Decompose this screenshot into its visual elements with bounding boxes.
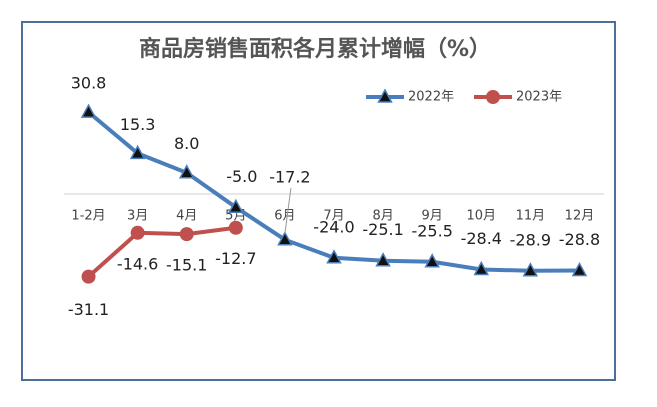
data-label: -25.5 (411, 221, 452, 240)
leader-line (284, 187, 292, 234)
legend-marker (377, 88, 393, 103)
point-marker (228, 220, 243, 235)
data-label: -15.1 (166, 256, 207, 275)
point-marker (178, 164, 195, 179)
point-marker (81, 269, 96, 284)
data-label: -5.0 (226, 167, 257, 186)
chart-title: 商品房销售面积各月累计增幅（%） (139, 36, 491, 62)
x-tick-label: 11月 (516, 209, 546, 224)
data-label: -31.1 (68, 300, 109, 319)
point-marker (326, 249, 342, 264)
point-marker (277, 231, 293, 246)
point-marker (129, 144, 146, 160)
data-label: -17.2 (269, 168, 310, 187)
point-marker (375, 252, 391, 267)
data-label: -14.6 (117, 254, 158, 273)
x-tick-label: 12月 (565, 209, 595, 224)
data-label: 8.0 (174, 134, 199, 153)
x-tick-label: 3月 (127, 209, 148, 224)
data-label: 30.8 (71, 74, 107, 93)
data-label: -24.0 (313, 217, 354, 236)
legend-marker (486, 90, 500, 104)
data-label: 15.3 (120, 115, 156, 134)
point-marker (80, 103, 97, 118)
data-label: -28.8 (559, 230, 600, 249)
x-tick-label: 1-2月 (71, 209, 105, 224)
x-tick-label: 10月 (466, 209, 496, 224)
point-marker (130, 225, 145, 240)
point-marker (571, 261, 588, 277)
data-label: -25.1 (362, 220, 403, 239)
data-label: -12.7 (215, 249, 256, 268)
point-marker (228, 198, 244, 214)
x-tick-label: 8月 (372, 209, 393, 224)
chart-frame (21, 21, 616, 381)
legend-label: 2023年 (516, 90, 562, 105)
x-tick-label: 9月 (422, 209, 443, 224)
data-label: -28.9 (510, 230, 551, 249)
point-marker (473, 260, 490, 276)
point-marker (424, 253, 440, 268)
data-label: -28.4 (461, 229, 502, 248)
series-line (87, 225, 237, 279)
legend-label: 2022年 (408, 90, 454, 105)
x-tick-label: 4月 (176, 209, 197, 224)
x-tick-label: 7月 (323, 209, 344, 224)
point-marker (522, 262, 539, 277)
x-tick-label: 6月 (274, 209, 295, 224)
point-marker (179, 227, 194, 242)
